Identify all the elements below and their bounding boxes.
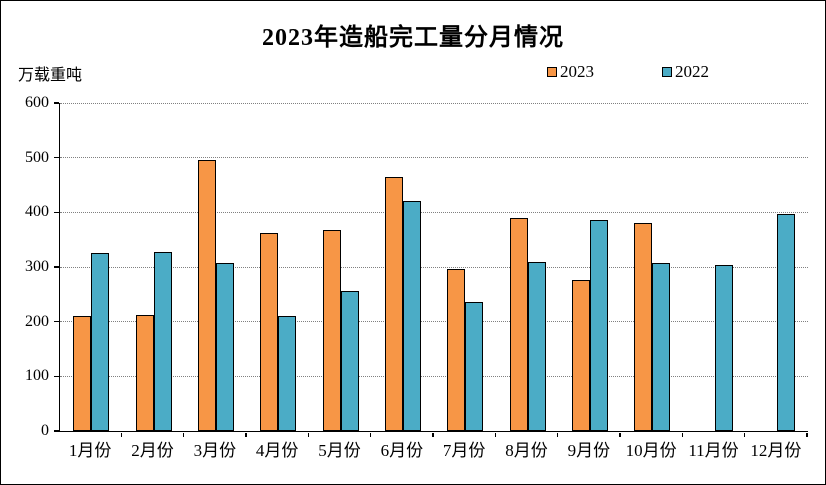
x-tick-label-2月份: 2月份 xyxy=(131,441,174,460)
y-tick-label-400: 400 xyxy=(25,203,49,221)
y-tick-mark-100 xyxy=(54,375,59,378)
bar-2023-8月份 xyxy=(509,218,528,431)
x-tick-mark-4 xyxy=(307,432,310,437)
x-tick-mark-8 xyxy=(556,432,559,437)
bar-2022-5月份 xyxy=(340,290,359,431)
legend-swatch-2023-icon xyxy=(547,66,557,77)
x-tick-mark-6 xyxy=(432,432,434,437)
x-tick-mark-7 xyxy=(494,432,497,437)
x-tick-label-8月份: 8月份 xyxy=(505,441,548,460)
x-tick-mark-5 xyxy=(369,432,372,437)
bar-2023-5月份 xyxy=(322,229,341,431)
x-tick-mark-3 xyxy=(245,432,247,437)
legend-item-2022: 2022 xyxy=(662,63,709,80)
x-tick-mark-12 xyxy=(806,432,808,437)
bar-2023-7月份 xyxy=(447,269,466,431)
legend-label-2023: 2023 xyxy=(560,62,594,81)
x-tick-label-4月份: 4月份 xyxy=(255,441,299,460)
y-tick-label-100: 100 xyxy=(25,367,49,385)
x-tick-label-3月份: 3月份 xyxy=(193,441,237,460)
bar-2022-7月份 xyxy=(465,301,484,431)
bar-2023-10月份 xyxy=(634,222,653,431)
bar-2022-2月份 xyxy=(153,252,172,431)
bar-2023-2月份 xyxy=(135,315,154,431)
x-tick-label-12月份: 12月份 xyxy=(750,441,802,460)
x-tick-mark-9 xyxy=(619,432,621,437)
bar-2023-3月份 xyxy=(197,160,216,431)
bar-2023-9月份 xyxy=(571,279,590,431)
chart-title: 2023年造船完工量分月情况 xyxy=(262,25,564,51)
gridline-500 xyxy=(60,157,808,159)
y-tick-label-200: 200 xyxy=(25,312,49,330)
legend-label-2022: 2022 xyxy=(675,62,709,81)
bar-2023-1月份 xyxy=(73,315,92,431)
bar-2022-6月份 xyxy=(402,200,421,431)
y-tick-label-0: 0 xyxy=(41,422,49,439)
y-tick-mark-600 xyxy=(54,102,59,104)
y-axis-unit-label: 万载重吨 xyxy=(18,67,83,84)
legend-item-2023: 2023 xyxy=(547,63,594,80)
bar-2022-10月份 xyxy=(652,262,671,431)
bar-2022-12月份 xyxy=(776,213,795,431)
y-tick-label-300: 300 xyxy=(25,258,49,275)
bar-2022-3月份 xyxy=(215,262,234,431)
plot-area xyxy=(59,102,808,432)
y-tick-mark-200 xyxy=(54,320,59,323)
gridline-600 xyxy=(60,102,808,104)
x-tick-mark-11 xyxy=(743,432,746,437)
x-tick-mark-2 xyxy=(182,432,185,437)
bar-2023-6月份 xyxy=(384,177,403,431)
x-tick-mark-10 xyxy=(681,432,684,437)
gridline-400 xyxy=(60,211,808,213)
bar-2022-1月份 xyxy=(91,252,110,431)
y-tick-label-500: 500 xyxy=(25,148,49,166)
x-tick-label-1月份: 1月份 xyxy=(68,441,112,460)
y-tick-mark-0 xyxy=(54,430,59,432)
bar-2022-8月份 xyxy=(527,261,546,431)
bar-2022-11月份 xyxy=(714,264,733,431)
gridline-100 xyxy=(60,375,808,377)
x-tick-label-10月份: 10月份 xyxy=(625,441,677,460)
x-tick-label-11月份: 11月份 xyxy=(688,441,739,460)
bar-2022-9月份 xyxy=(589,219,608,431)
x-tick-label-7月份: 7月份 xyxy=(442,441,486,460)
gridline-300 xyxy=(60,266,808,268)
gridline-200 xyxy=(60,321,808,323)
x-tick-label-5月份: 5月份 xyxy=(318,441,361,460)
y-tick-mark-400 xyxy=(54,211,59,214)
y-tick-label-600: 600 xyxy=(25,94,49,111)
bar-2022-4月份 xyxy=(278,316,297,431)
x-tick-label-9月份: 9月份 xyxy=(567,441,611,460)
x-tick-label-6月份: 6月份 xyxy=(380,441,424,460)
legend-swatch-2022-icon xyxy=(662,66,672,77)
y-tick-mark-300 xyxy=(54,266,59,268)
x-tick-mark-1 xyxy=(120,432,123,437)
bar-2023-4月份 xyxy=(260,233,279,431)
y-tick-mark-500 xyxy=(54,156,59,159)
